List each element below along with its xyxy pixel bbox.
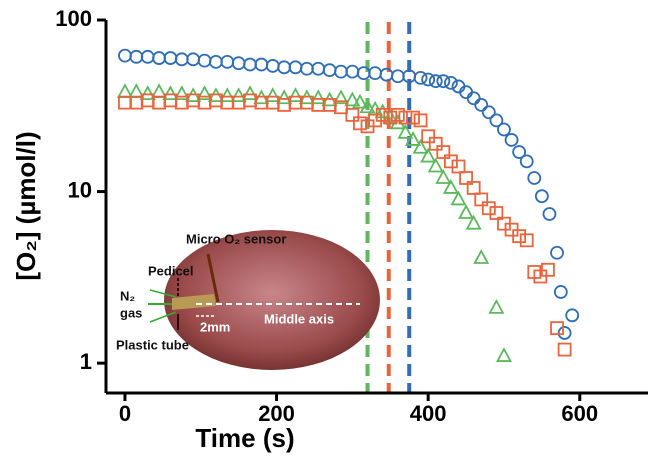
point <box>244 59 256 71</box>
point <box>346 109 358 121</box>
point <box>358 67 370 79</box>
annotation: N₂ <box>120 288 135 303</box>
point <box>267 60 279 72</box>
annotation: Plastic tube <box>116 337 189 352</box>
y-axis-label: [O₂] (µmol/l) <box>11 131 41 280</box>
point <box>221 56 233 68</box>
point <box>460 206 473 218</box>
annotation: 2mm <box>200 319 230 334</box>
annotation: Pedicel <box>148 263 194 278</box>
point <box>392 70 404 82</box>
point <box>452 192 465 204</box>
point <box>475 193 487 205</box>
inset: Micro O₂ sensor Pedicel N₂ gas 2mm Middl… <box>116 230 380 370</box>
chart: Micro O₂ sensor Pedicel N₂ gas 2mm Middl… <box>0 0 650 463</box>
point <box>555 286 567 298</box>
point <box>380 69 392 81</box>
point <box>118 85 131 97</box>
point <box>422 150 435 162</box>
point <box>559 344 571 356</box>
point <box>422 130 434 142</box>
point <box>543 208 555 220</box>
point <box>210 56 222 68</box>
point <box>354 117 366 129</box>
point <box>528 172 540 184</box>
x-tick-label: 0 <box>119 401 131 426</box>
point <box>142 51 154 63</box>
x-axis-label: Time (s) <box>195 423 294 453</box>
y-tick-label: 100 <box>55 6 92 31</box>
point <box>475 99 487 111</box>
point <box>415 114 427 126</box>
point <box>119 97 131 109</box>
point <box>536 190 548 202</box>
point <box>233 57 245 69</box>
point <box>153 97 165 109</box>
point <box>437 171 450 183</box>
annotation: gas <box>120 305 142 320</box>
point <box>301 63 313 75</box>
annotation: Middle axis <box>264 311 334 326</box>
point <box>445 77 457 89</box>
point <box>164 52 176 64</box>
point <box>119 50 131 62</box>
point <box>130 97 142 109</box>
point <box>483 202 495 214</box>
point <box>312 63 324 75</box>
point <box>369 67 381 79</box>
point <box>498 124 510 136</box>
y-tick-label: 1 <box>80 349 92 374</box>
point <box>497 349 510 361</box>
point <box>468 92 480 104</box>
point <box>566 309 578 321</box>
point <box>199 55 211 67</box>
point <box>506 134 518 146</box>
point <box>559 327 571 339</box>
point <box>475 251 488 263</box>
point <box>130 51 142 63</box>
point <box>430 138 442 150</box>
point <box>176 53 188 65</box>
point <box>521 155 533 167</box>
point <box>153 52 165 64</box>
point <box>521 234 533 246</box>
point <box>290 61 302 73</box>
point <box>324 64 336 76</box>
point <box>278 61 290 73</box>
x-tick-label: 600 <box>561 401 598 426</box>
point <box>255 59 267 71</box>
point <box>335 66 347 78</box>
y-tick-label: 10 <box>68 177 92 202</box>
annotation: Micro O₂ sensor <box>186 231 286 246</box>
x-tick-label: 200 <box>258 401 295 426</box>
point <box>490 301 503 313</box>
point <box>187 53 199 65</box>
point <box>551 247 563 259</box>
x-tick-label: 400 <box>410 401 447 426</box>
point <box>346 66 358 78</box>
